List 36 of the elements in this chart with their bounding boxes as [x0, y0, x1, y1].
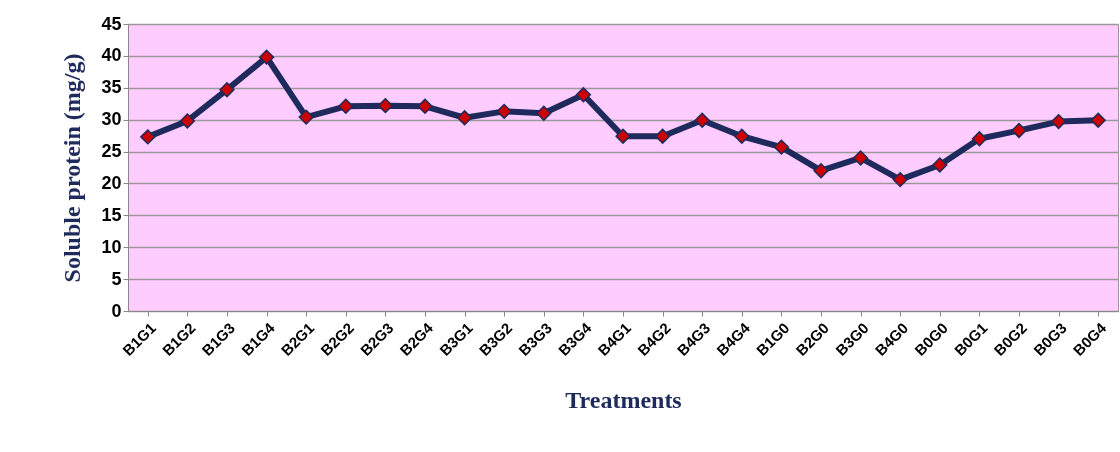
point: [852, 150, 869, 166]
point: [1011, 122, 1027, 139]
point: [694, 112, 710, 128]
point: [536, 105, 552, 121]
y-tick-label: 20: [101, 172, 122, 193]
y-axis-title: Soluble protein (mg/g): [59, 53, 86, 283]
point: [298, 109, 314, 125]
y-tick-label: 30: [101, 109, 122, 130]
point: [932, 157, 948, 173]
point: [575, 87, 592, 103]
point: [417, 98, 433, 114]
point: [654, 128, 671, 144]
y-tick-label: 0: [111, 300, 122, 321]
y-tick-label: 40: [101, 45, 122, 66]
point: [615, 128, 631, 144]
y-tick-label: 35: [101, 77, 122, 98]
point: [1090, 112, 1106, 128]
y-tick-label: 15: [101, 204, 122, 225]
point: [971, 131, 988, 147]
y-tick-label: 45: [101, 13, 122, 34]
point: [734, 128, 750, 144]
y-tick-label: 5: [111, 268, 122, 289]
point: [338, 98, 354, 114]
y-tick-label: 25: [101, 141, 122, 162]
point: [813, 163, 829, 179]
point: [1050, 113, 1067, 130]
point: [179, 113, 196, 129]
point: [456, 110, 473, 126]
point: [773, 139, 790, 155]
y-tick-label: 10: [101, 236, 122, 257]
point: [892, 171, 908, 188]
point: [140, 129, 156, 145]
x-axis-title: Treatments: [565, 386, 682, 413]
point: [496, 103, 512, 120]
point: [219, 82, 235, 98]
point: [258, 49, 275, 65]
